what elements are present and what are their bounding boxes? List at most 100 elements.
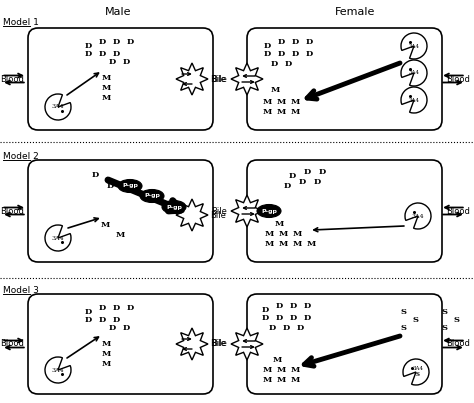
Wedge shape bbox=[401, 33, 427, 59]
Text: D: D bbox=[261, 314, 269, 322]
Text: M: M bbox=[273, 356, 282, 364]
Text: Model 1: Model 1 bbox=[3, 18, 39, 27]
Text: D: D bbox=[84, 50, 91, 58]
Text: 3A4: 3A4 bbox=[409, 98, 419, 102]
Text: 3A4: 3A4 bbox=[412, 366, 423, 370]
Text: D: D bbox=[313, 178, 320, 186]
Text: D: D bbox=[284, 60, 292, 68]
Text: D: D bbox=[264, 42, 271, 50]
Text: D: D bbox=[305, 50, 313, 58]
FancyBboxPatch shape bbox=[28, 160, 213, 262]
Text: Blood: Blood bbox=[446, 339, 470, 349]
Text: Bile: Bile bbox=[211, 339, 227, 349]
Text: D: D bbox=[122, 58, 129, 66]
Polygon shape bbox=[231, 195, 263, 227]
Wedge shape bbox=[403, 359, 429, 385]
Text: 3A4: 3A4 bbox=[409, 44, 419, 48]
Text: Bile: Bile bbox=[211, 206, 227, 216]
Text: D: D bbox=[303, 302, 310, 310]
Polygon shape bbox=[176, 199, 208, 231]
Text: Blood: Blood bbox=[0, 75, 24, 83]
Text: D: D bbox=[99, 38, 106, 46]
Text: D: D bbox=[289, 314, 297, 322]
FancyBboxPatch shape bbox=[28, 28, 213, 130]
Text: D: D bbox=[112, 38, 119, 46]
Text: M: M bbox=[263, 376, 272, 384]
Text: D: D bbox=[303, 168, 310, 176]
Text: D: D bbox=[296, 324, 304, 332]
Text: D: D bbox=[112, 316, 119, 324]
Text: S: S bbox=[416, 372, 420, 376]
Text: D: D bbox=[84, 42, 91, 50]
Text: D: D bbox=[261, 306, 269, 314]
Text: D: D bbox=[288, 172, 296, 180]
Text: M: M bbox=[276, 108, 286, 116]
Wedge shape bbox=[401, 87, 427, 113]
Text: D: D bbox=[112, 304, 119, 312]
Text: M: M bbox=[101, 360, 110, 368]
Text: D: D bbox=[112, 50, 119, 58]
Text: D: D bbox=[305, 38, 313, 46]
Text: M: M bbox=[291, 376, 300, 384]
Text: D: D bbox=[277, 50, 284, 58]
Text: S: S bbox=[401, 308, 407, 316]
Text: Bile: Bile bbox=[210, 75, 226, 83]
Text: M: M bbox=[274, 220, 283, 228]
Text: D: D bbox=[99, 304, 106, 312]
Wedge shape bbox=[45, 94, 71, 120]
Text: D: D bbox=[277, 38, 284, 46]
Text: D: D bbox=[289, 302, 297, 310]
Text: 3A4: 3A4 bbox=[52, 104, 64, 110]
Text: 3A4: 3A4 bbox=[52, 235, 64, 241]
Text: M: M bbox=[101, 340, 110, 348]
Text: D: D bbox=[99, 50, 106, 58]
Text: M: M bbox=[101, 350, 110, 358]
Text: D: D bbox=[298, 178, 306, 186]
FancyBboxPatch shape bbox=[247, 28, 442, 130]
Text: M: M bbox=[291, 108, 300, 116]
Text: M: M bbox=[101, 84, 110, 92]
Text: M: M bbox=[264, 230, 273, 238]
Text: M: M bbox=[100, 221, 109, 229]
Text: M: M bbox=[278, 240, 288, 248]
Text: Model 2: Model 2 bbox=[3, 152, 39, 161]
Polygon shape bbox=[176, 63, 208, 95]
Text: D: D bbox=[109, 324, 116, 332]
FancyBboxPatch shape bbox=[247, 160, 442, 262]
Text: Male: Male bbox=[105, 7, 132, 17]
Text: S: S bbox=[454, 316, 460, 324]
Text: P-gp: P-gp bbox=[261, 208, 277, 214]
FancyBboxPatch shape bbox=[247, 294, 442, 394]
Text: M: M bbox=[263, 366, 272, 374]
Text: Blood: Blood bbox=[0, 339, 24, 349]
Text: M: M bbox=[291, 98, 300, 106]
Text: M: M bbox=[263, 98, 272, 106]
Wedge shape bbox=[405, 203, 431, 229]
Text: Female: Female bbox=[335, 7, 376, 17]
Text: S: S bbox=[442, 308, 448, 316]
Text: D: D bbox=[84, 316, 91, 324]
Text: M: M bbox=[292, 240, 301, 248]
Text: M: M bbox=[264, 240, 273, 248]
Ellipse shape bbox=[257, 204, 281, 218]
Wedge shape bbox=[401, 60, 427, 86]
Text: D: D bbox=[275, 314, 283, 322]
Text: D: D bbox=[127, 304, 134, 312]
FancyBboxPatch shape bbox=[28, 294, 213, 394]
Text: D: D bbox=[122, 324, 129, 332]
Text: D: D bbox=[264, 50, 271, 58]
Ellipse shape bbox=[118, 179, 142, 193]
Text: M: M bbox=[306, 240, 316, 248]
Text: D: D bbox=[84, 308, 91, 316]
Text: D: D bbox=[127, 38, 134, 46]
Text: M: M bbox=[115, 231, 125, 239]
Text: M: M bbox=[263, 108, 272, 116]
Text: D: D bbox=[106, 182, 114, 190]
Wedge shape bbox=[45, 225, 71, 251]
Text: D: D bbox=[270, 60, 278, 68]
Text: Blood: Blood bbox=[446, 75, 470, 83]
Text: 3A4: 3A4 bbox=[52, 368, 64, 372]
Polygon shape bbox=[231, 328, 263, 360]
Text: M: M bbox=[292, 230, 301, 238]
Text: 3A4: 3A4 bbox=[412, 214, 424, 218]
